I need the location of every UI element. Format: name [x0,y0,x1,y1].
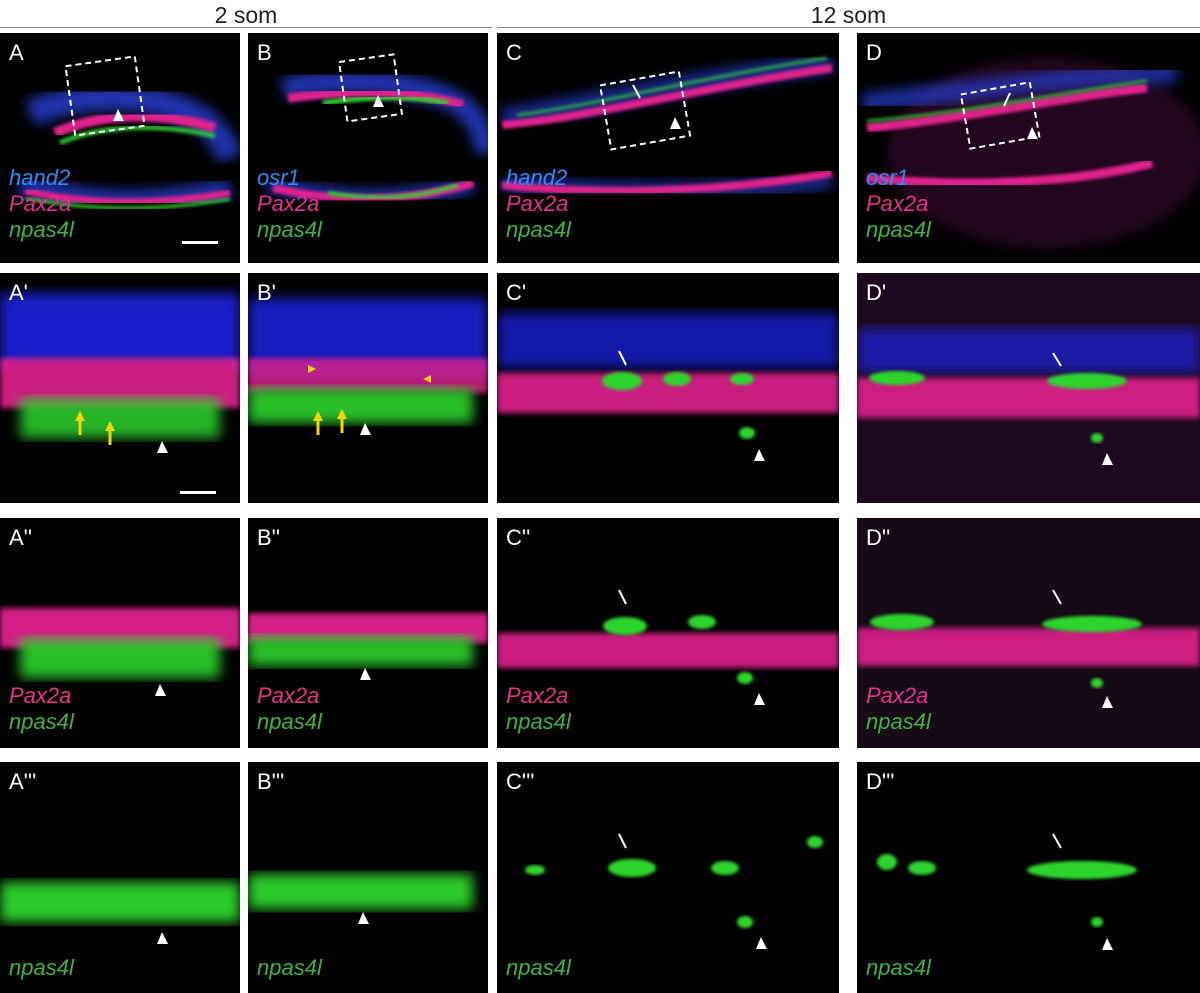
legend-pax2a: Pax2a [506,191,569,216]
scale-bar [182,241,218,244]
panel-D-triple-prime: D''' npas4l [857,762,1200,993]
panel-label-C-double-prime: C'' [506,525,531,550]
legend-npas4l: npas4l [866,217,931,242]
legend-pax2a: Pax2a [506,683,569,708]
legend-npas4l: npas4l [866,955,931,980]
legend-npas4l: npas4l [9,709,74,734]
panel-D-triple-prime-image [877,833,1137,950]
legend-npas4l: npas4l [257,955,322,980]
panel-C-prime: C' [497,273,839,503]
legend-pax2a: Pax2a [257,191,320,216]
panel-D-double-prime-image [857,518,1200,748]
legend-npas4l: npas4l [9,955,74,980]
header-12-som: 12 som [810,2,887,28]
panel-C-double-prime: C'' Pax2a npas4l [497,518,839,748]
legend-npas4l: npas4l [9,217,74,242]
panel-label-B-prime: B' [257,280,276,305]
panel-label-A-double-prime: A'' [9,525,33,550]
panel-label-C: C [506,40,522,65]
panel-B-double-prime-image [248,613,488,680]
legend-pax2a: Pax2a [9,683,72,708]
panel-D-prime-image [857,273,1200,503]
legend-pax2a: Pax2a [866,191,929,216]
legend-hand2: hand2 [506,165,568,190]
panel-A-double-prime-image [0,608,240,696]
panel-D-prime: D' [857,273,1200,503]
panel-A-prime: A' [0,273,240,503]
header-2-som: 2 som [214,2,278,28]
panel-D-double-prime: D'' Pax2a npas4l [857,518,1200,748]
panel-D-image [860,58,1200,248]
legend-npas4l: npas4l [506,217,571,242]
panel-label-D-triple-prime: D''' [866,769,895,794]
scale-bar-inset [180,491,216,494]
panel-C-triple-prime-image [525,833,823,949]
panel-label-D-prime: D' [866,280,887,305]
legend-npas4l: npas4l [506,709,571,734]
panel-label-A: A [9,40,24,65]
legend-pax2a: Pax2a [866,683,929,708]
panel-A-triple-prime-image [0,882,240,944]
panel-B-image [265,53,488,207]
header-2-som-line [0,27,492,28]
panel-A-image [16,55,240,212]
panel-C-image [500,53,834,202]
panel-B: B osr1 Pax2a npas4l [248,33,488,263]
panel-label-C-prime: C' [506,280,527,305]
panel-label-B-double-prime: B'' [257,525,281,550]
panel-label-A-prime: A' [9,280,28,305]
legend-hand2: hand2 [9,165,71,190]
legend-pax2a: Pax2a [257,683,320,708]
panel-B-triple-prime: B''' npas4l [248,762,488,993]
legend-npas4l: npas4l [257,217,322,242]
panel-label-B: B [257,40,272,65]
panel-B-prime: B' [248,273,488,503]
panel-C-triple-prime: C''' npas4l [497,762,839,993]
legend-npas4l: npas4l [866,709,931,734]
panel-B-prime-image [248,298,488,435]
panel-C-prime-image [497,313,839,461]
panel-label-B-triple-prime: B''' [257,769,285,794]
panel-B-double-prime: B'' Pax2a npas4l [248,518,488,748]
panel-label-D: D [866,40,882,65]
legend-osr1: osr1 [866,165,909,190]
panel-A-triple-prime: A''' npas4l [0,762,240,993]
panel-label-D-double-prime: D'' [866,525,891,550]
legend-npas4l: npas4l [257,709,322,734]
legend-npas4l: npas4l [506,955,571,980]
panel-label-C-triple-prime: C''' [506,769,535,794]
panel-C: C hand2 Pax2a npas4l [497,33,839,263]
panel-D: D osr1 Pax2a npas4l [857,33,1200,263]
panel-A-double-prime: A'' Pax2a npas4l [0,518,240,748]
panel-label-A-triple-prime: A''' [9,769,37,794]
panel-B-triple-prime-image [248,874,473,924]
panel-A: A hand2 Pax2a npas4l [0,33,240,263]
legend-pax2a: Pax2a [9,191,72,216]
panel-C-double-prime-image [497,589,839,705]
panel-A-prime-image [0,293,240,453]
legend-osr1: osr1 [257,165,300,190]
header-12-som-line [497,27,1200,28]
